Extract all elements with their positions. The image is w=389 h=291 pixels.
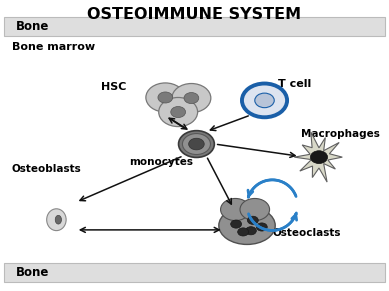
Ellipse shape bbox=[219, 207, 275, 244]
Circle shape bbox=[247, 216, 258, 224]
Text: T cell: T cell bbox=[278, 79, 311, 89]
Circle shape bbox=[256, 223, 267, 231]
Circle shape bbox=[159, 97, 198, 127]
Circle shape bbox=[171, 107, 186, 118]
Text: Osteoblasts: Osteoblasts bbox=[12, 164, 81, 174]
Circle shape bbox=[146, 83, 185, 112]
Circle shape bbox=[310, 151, 328, 164]
Circle shape bbox=[182, 134, 210, 155]
Circle shape bbox=[238, 228, 249, 236]
Circle shape bbox=[221, 198, 250, 221]
Circle shape bbox=[172, 84, 211, 113]
Circle shape bbox=[189, 138, 204, 150]
Circle shape bbox=[255, 93, 274, 108]
Text: OSTEOIMMUNE SYSTEM: OSTEOIMMUNE SYSTEM bbox=[88, 7, 301, 22]
Circle shape bbox=[158, 92, 173, 103]
Circle shape bbox=[184, 93, 199, 104]
Text: Bone: Bone bbox=[16, 266, 49, 279]
Circle shape bbox=[242, 84, 287, 117]
Text: Bone: Bone bbox=[16, 20, 49, 33]
Circle shape bbox=[240, 198, 270, 221]
Ellipse shape bbox=[47, 209, 66, 230]
Ellipse shape bbox=[55, 215, 61, 224]
Polygon shape bbox=[294, 132, 342, 182]
Circle shape bbox=[245, 227, 256, 235]
Circle shape bbox=[179, 131, 214, 157]
Text: HSC: HSC bbox=[101, 82, 126, 92]
Circle shape bbox=[231, 220, 242, 228]
Text: Macrophages: Macrophages bbox=[301, 129, 380, 139]
Text: monocytes: monocytes bbox=[130, 157, 193, 167]
FancyBboxPatch shape bbox=[4, 17, 385, 36]
Text: Bone marrow: Bone marrow bbox=[12, 42, 95, 52]
FancyBboxPatch shape bbox=[4, 263, 385, 282]
Text: Osteoclasts: Osteoclasts bbox=[272, 228, 341, 238]
